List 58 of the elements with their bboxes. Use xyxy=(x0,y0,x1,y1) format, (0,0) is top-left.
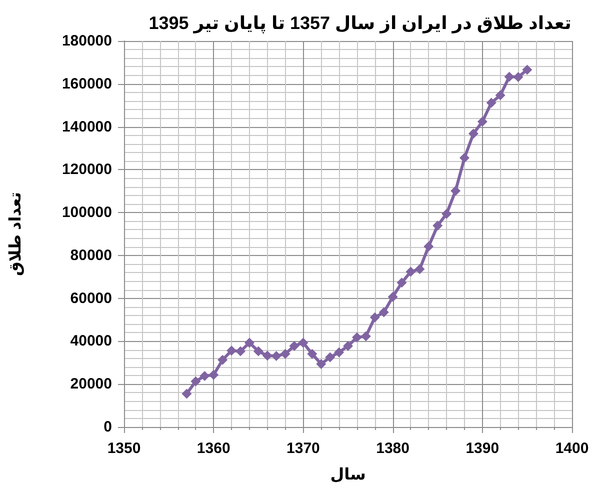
y-tick-label: 60000 xyxy=(70,290,112,307)
point xyxy=(307,348,318,359)
y-tick-label: 180000 xyxy=(62,32,112,50)
y-tick-label: 140000 xyxy=(62,118,112,136)
y-tick-label: 80000 xyxy=(70,246,112,264)
x-axis-title: سال xyxy=(330,466,366,484)
x-tick-label: 1370 xyxy=(286,440,320,457)
chart-title: تعداد طلاق در ایران از سال 1357 تا پایان تیر 1395 xyxy=(148,13,572,34)
point xyxy=(442,208,452,219)
point xyxy=(208,370,219,380)
point xyxy=(477,116,488,127)
point xyxy=(486,98,496,108)
point xyxy=(343,340,353,351)
point xyxy=(271,351,282,362)
point xyxy=(396,278,407,288)
point xyxy=(325,352,336,362)
point xyxy=(235,346,246,356)
point xyxy=(504,72,514,82)
point xyxy=(388,292,398,302)
point xyxy=(495,90,506,100)
point xyxy=(513,72,524,82)
point xyxy=(190,376,201,386)
point xyxy=(218,354,228,365)
x-tick-label: 1380 xyxy=(376,440,410,457)
point xyxy=(253,346,264,356)
x-tick-label: 1390 xyxy=(466,440,500,457)
point xyxy=(244,338,254,348)
point xyxy=(406,266,416,277)
y-tick-label: 40000 xyxy=(70,332,112,350)
point xyxy=(316,358,326,369)
point xyxy=(370,312,380,322)
point xyxy=(298,338,308,348)
y-tick-label: 160000 xyxy=(62,75,112,92)
x-tick-label: 1360 xyxy=(196,440,230,457)
point xyxy=(450,186,461,196)
point xyxy=(468,128,478,139)
point xyxy=(522,64,532,75)
point xyxy=(334,347,344,358)
y-tick-label: 120000 xyxy=(62,161,112,178)
y-axis-title: تعداد طلاق xyxy=(8,192,24,276)
point xyxy=(432,220,443,231)
point xyxy=(262,350,272,361)
point xyxy=(378,307,389,318)
point xyxy=(414,264,425,274)
point xyxy=(289,340,300,351)
x-tick-label: 1400 xyxy=(555,440,589,457)
point xyxy=(459,152,470,163)
point xyxy=(424,241,434,252)
y-tick-label: 20000 xyxy=(70,376,112,393)
point xyxy=(200,370,210,381)
point xyxy=(352,332,362,342)
y-tick-label: 0 xyxy=(104,418,112,436)
x-tick-label: 1350 xyxy=(107,440,141,457)
point xyxy=(280,348,290,359)
y-tick-label: 100000 xyxy=(62,204,112,222)
point xyxy=(226,346,237,356)
point xyxy=(360,331,371,342)
point xyxy=(182,388,192,399)
